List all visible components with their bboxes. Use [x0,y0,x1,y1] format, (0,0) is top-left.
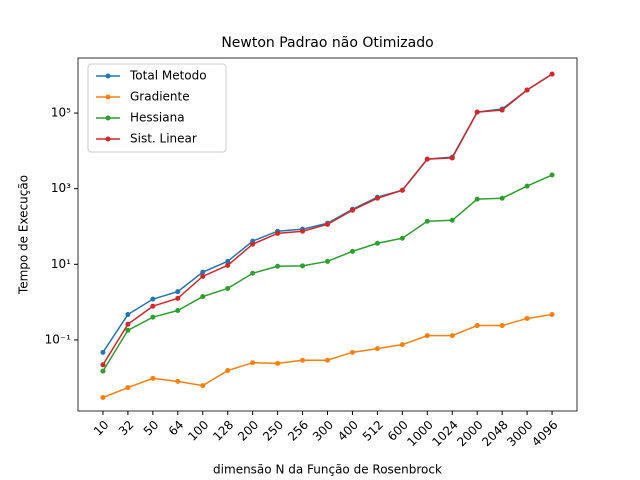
point [200,383,206,389]
point [225,258,231,264]
chart-title: Newton Padrao não Otimizado [221,35,433,51]
point [200,294,206,300]
point [499,195,505,201]
point [275,230,281,236]
point [250,270,256,276]
point [325,221,330,227]
y-tick-label: 10³ [51,181,71,195]
point [374,195,380,201]
y-tick-label: 10⁻¹ [45,332,72,346]
point [399,187,405,193]
point [474,109,480,115]
point [524,87,530,93]
point [499,107,505,113]
point [300,357,306,363]
point [250,360,256,366]
point [499,323,505,329]
point [349,207,355,213]
legend-label: Total Metodo [129,69,207,83]
point [449,155,455,161]
point [100,349,106,355]
point [399,235,405,241]
point [424,156,430,162]
point [449,217,455,223]
legend-marker [105,136,111,142]
legend-label: Sist. Linear [130,132,197,146]
point [300,228,306,234]
y-axis-label: Tempo de Execução [17,175,31,295]
point [200,273,206,279]
point [524,183,530,189]
point [225,262,231,268]
point [100,368,106,374]
legend-box [87,63,227,153]
y-tick-label: 10¹ [51,257,71,271]
x-axis-label: dimensão N da Função de Rosenbrock [213,463,442,477]
axes-frame [77,57,578,412]
point [225,368,231,374]
point [474,323,480,329]
point [125,312,131,318]
point [150,303,156,309]
point [275,360,281,366]
point [150,375,156,381]
point [325,258,330,264]
point [325,357,330,363]
point [549,172,555,178]
point [275,263,281,269]
legend-marker [105,73,111,79]
point [549,71,555,77]
point [175,378,181,384]
legend-marker [105,94,111,100]
point [524,315,530,321]
legend-marker [105,115,111,121]
point [349,349,355,355]
point [474,196,480,202]
point [424,333,430,339]
point [549,312,555,318]
point [125,327,131,333]
point [374,346,380,352]
point [125,321,131,327]
point [150,314,156,320]
point [175,289,181,295]
point [100,395,106,401]
point [349,248,355,254]
y-tick-label: 10⁵ [51,106,71,120]
legend-label: Hessiana [130,111,185,125]
point [175,308,181,314]
point [300,263,306,269]
point [374,240,380,246]
point [399,342,405,348]
point [100,362,106,368]
point [225,285,231,291]
point [449,333,455,339]
point [125,385,131,391]
point [200,269,206,275]
point [250,241,256,247]
point [150,296,156,302]
legend-label: Gradiente [130,90,190,104]
point [424,218,430,224]
point [175,295,181,301]
